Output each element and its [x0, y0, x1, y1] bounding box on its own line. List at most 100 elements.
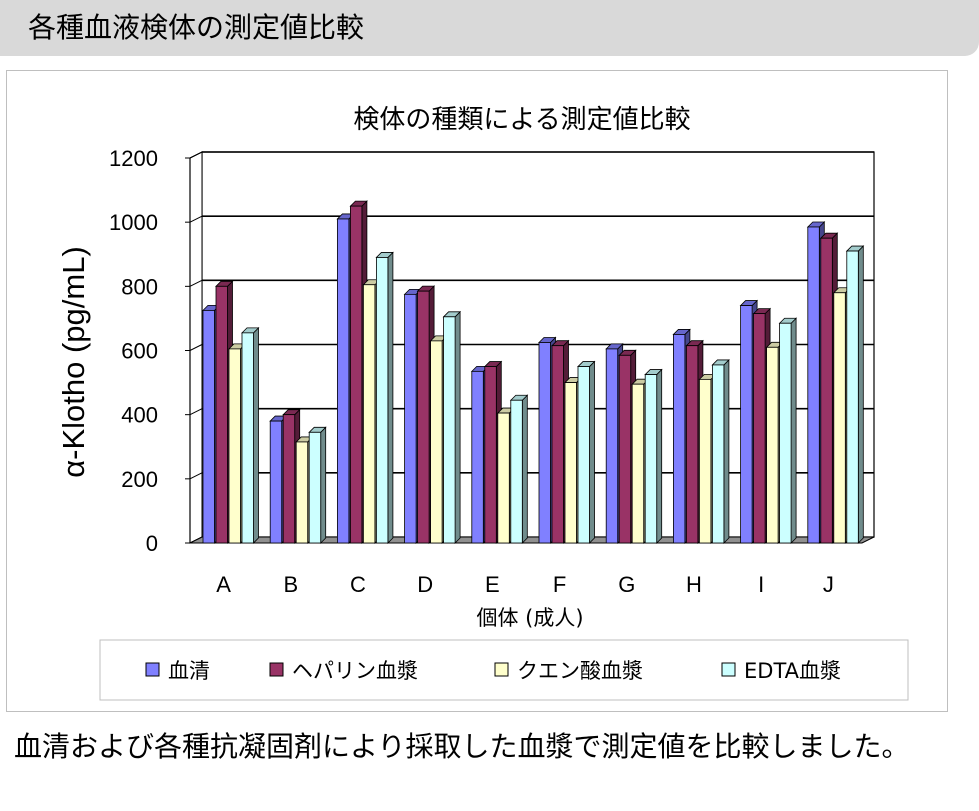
legend-label: ヘパリン血漿 [292, 659, 418, 683]
y-tick-label: 1000 [109, 210, 158, 235]
legend-item: 血清 [145, 659, 210, 683]
bar-front [820, 237, 833, 544]
bar-front [295, 441, 309, 544]
bar-front [404, 293, 417, 544]
legend-label: EDTA血漿 [744, 659, 841, 683]
bar-front [241, 332, 254, 544]
page-title: 各種血液検体の測定値比較 [28, 11, 365, 44]
x-tick-label: J [823, 572, 834, 597]
y-tick-label: 0 [146, 531, 158, 556]
bar-front [618, 354, 632, 544]
x-tick-label: I [758, 572, 764, 597]
y-tick-label: 800 [121, 274, 158, 299]
bar-side [320, 426, 327, 544]
bar-front [417, 290, 430, 544]
x-axis-label: 個体 (成人) [476, 606, 583, 630]
bar-front [833, 292, 846, 544]
bar-front [430, 340, 443, 544]
gridline-side [189, 344, 203, 351]
bar [845, 245, 865, 544]
legend-swatch [494, 662, 509, 677]
legend-item: ヘパリン血漿 [269, 659, 418, 683]
gridline-side [189, 151, 203, 159]
bar-front [564, 382, 577, 544]
bar-side [723, 358, 730, 544]
bar-front [631, 383, 645, 544]
header-bar: 各種血液検体の測定値比較 [0, 0, 979, 56]
bar-front [510, 399, 523, 544]
x-tick-label: E [485, 572, 500, 597]
bar-front [766, 346, 779, 544]
bar-side [790, 317, 797, 544]
bar-side [589, 360, 595, 544]
bar-side [656, 368, 663, 544]
gridline-side [189, 215, 203, 223]
bar-front [551, 345, 564, 544]
bar-front [215, 285, 228, 544]
bar-chart: 検体の種類による測定値比較 0 200 400 600 800 1000 1200 A B C D… [56, 105, 909, 701]
bar-front [471, 370, 484, 544]
gridline-side [189, 472, 203, 480]
bar-front [362, 284, 376, 544]
bar [577, 360, 596, 544]
legend-swatch [721, 662, 736, 677]
legend-item: EDTA血漿 [721, 659, 841, 683]
bar-front [712, 364, 725, 544]
bar-front [779, 322, 792, 544]
bar [509, 394, 529, 544]
y-tick-label: 200 [121, 467, 158, 492]
legend-box [99, 639, 909, 701]
bar [644, 368, 663, 544]
bar-front [484, 366, 497, 544]
legend-item: クエン酸血漿 [494, 659, 643, 683]
bar [711, 358, 730, 544]
bar-front [699, 378, 712, 544]
bar-front [497, 412, 510, 544]
x-tick-label: D [417, 572, 433, 597]
y-axis-label: α-Klotho (pg/mL) [56, 246, 91, 478]
bar [241, 326, 260, 544]
bar-front [644, 374, 658, 544]
bar-front [375, 257, 389, 544]
legend-label: クエン酸血漿 [517, 659, 643, 683]
bar-front [753, 313, 766, 544]
gridline-side [189, 279, 203, 287]
bar [375, 251, 394, 544]
bar-side [387, 251, 394, 544]
bar-front [740, 305, 753, 544]
y-tick-label: 600 [121, 339, 158, 364]
bar-side [857, 245, 864, 544]
bar-front [349, 205, 363, 544]
x-tick-label: A [216, 572, 231, 597]
bar-front [269, 420, 283, 544]
bar-front [336, 218, 350, 544]
x-tick-label: G [618, 572, 635, 597]
caption-text: 血清および各種抗凝固剤により採取した血漿で測定値を比較しました。 [14, 730, 910, 763]
bar-side [521, 394, 528, 544]
bar [442, 310, 462, 544]
bar-side [253, 326, 259, 544]
y-tick-labels: 0 200 400 600 800 1000 1200 [109, 146, 158, 556]
bar-front [673, 334, 686, 544]
bar-front [605, 348, 619, 544]
bar-front [686, 345, 699, 544]
bar-front [202, 309, 215, 544]
bar [778, 317, 798, 544]
bar-front [228, 348, 241, 544]
bar-front [807, 226, 820, 544]
legend: 血清 ヘパリン血漿 クエン酸血漿 EDTA血漿 [99, 639, 909, 701]
x-tick-label: F [553, 572, 566, 597]
y-tick-label: 400 [121, 403, 158, 428]
bars [202, 200, 865, 544]
legend-swatch [145, 662, 160, 677]
bar-front [538, 342, 551, 544]
bar-front [308, 431, 322, 544]
chart-title: 検体の種類による測定値比較 [353, 105, 690, 135]
legend-label: 血清 [168, 659, 210, 683]
bar [308, 426, 327, 544]
legend-swatch [269, 662, 284, 677]
bar-front [443, 316, 456, 544]
gridline-side [189, 408, 203, 416]
bar-front [577, 366, 590, 544]
bar-front [846, 250, 859, 544]
